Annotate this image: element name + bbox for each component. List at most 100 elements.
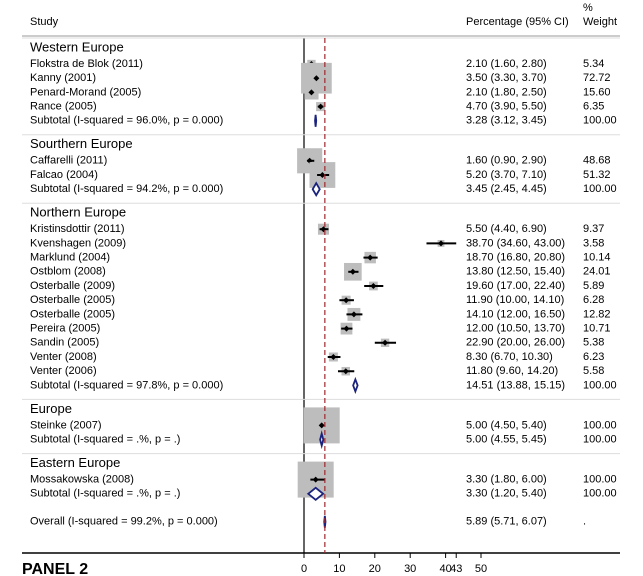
ci-label: 3.30 (1.20, 5.40): [466, 488, 547, 500]
header-weight-top: %: [583, 2, 593, 14]
row-label: Pereira (2005): [30, 323, 100, 335]
ci-label: 8.30 (6.70, 10.30): [466, 351, 553, 363]
point: [367, 254, 374, 261]
row-label: Subtotal (I-squared = 94.2%, p = 0.000): [30, 183, 223, 195]
group-label: Western Europe: [30, 39, 124, 54]
ci-label: 12.00 (10.50, 13.70): [466, 323, 565, 335]
weight-label: .: [583, 516, 586, 528]
weight-label: 6.35: [583, 101, 604, 113]
row-label: Penard-Morand (2005): [30, 86, 141, 98]
point: [370, 283, 377, 289]
weight-label: 6.23: [583, 351, 604, 363]
group-label: Northern Europe: [30, 205, 126, 220]
weight-label: 5.58: [583, 365, 604, 377]
group-label: Sourthern Europe: [30, 136, 133, 151]
point: [312, 476, 319, 483]
weight-label: 100.00: [583, 379, 617, 391]
ci-label: 18.70 (16.80, 20.80): [466, 252, 565, 264]
ci-label: 2.10 (1.80, 2.50): [466, 86, 547, 98]
row-label: Overall (I-squared = 99.2%, p = 0.000): [30, 516, 218, 528]
point: [313, 75, 320, 82]
weight-label: 100.00: [583, 183, 617, 195]
weight-label: 72.72: [583, 72, 611, 84]
diamond: [352, 376, 359, 394]
ci-label: 2.10 (1.60, 2.80): [466, 58, 547, 70]
point: [319, 172, 326, 178]
point: [343, 297, 350, 304]
row-label: Mossakowska (2008): [30, 474, 134, 486]
weight-label: 24.01: [583, 266, 611, 278]
point: [437, 240, 444, 247]
weight-label: 9.37: [583, 223, 604, 235]
row-label: Rance (2005): [30, 101, 97, 113]
row-label: Kvenshagen (2009): [30, 237, 126, 249]
row-label: Ostblom (2008): [30, 266, 106, 278]
ci-label: 11.80 (9.60, 14.20): [466, 365, 558, 377]
weight-label: 10.14: [583, 252, 611, 264]
point: [330, 354, 337, 360]
ci-label: 3.28 (3.12, 3.45): [466, 115, 547, 127]
ci-label: 14.10 (12.00, 16.50): [466, 308, 565, 320]
weight-label: 100.00: [583, 488, 617, 500]
ci-label: 11.90 (10.00, 14.10): [466, 294, 564, 306]
ci-label: 38.70 (34.60, 43.00): [466, 237, 565, 249]
row-label: Subtotal (I-squared = .%, p = .): [30, 488, 180, 500]
row-label: Steinke (2007): [30, 419, 102, 431]
weight-label: 5.34: [583, 58, 604, 70]
weight-label: 5.89: [583, 280, 604, 292]
header-ci: Percentage (95% CI): [466, 16, 569, 28]
ci-label: 5.50 (4.40, 6.90): [466, 223, 547, 235]
ci-label: 3.45 (2.45, 4.45): [466, 183, 547, 195]
weight-label: 100.00: [583, 434, 617, 446]
header-weight: Weight: [583, 16, 617, 28]
weight-label: 5.38: [583, 337, 604, 349]
weight-label: 100.00: [583, 419, 617, 431]
point: [317, 103, 324, 110]
ci-label: 4.70 (3.90, 5.50): [466, 101, 547, 113]
weight-label: 100.00: [583, 474, 617, 486]
weight-label: 100.00: [583, 115, 617, 127]
group-label: Eastern Europe: [30, 455, 120, 470]
point: [308, 89, 315, 96]
row-label: Venter (2006): [30, 365, 97, 377]
x-tick-label: 10: [333, 563, 345, 575]
point: [382, 339, 389, 346]
row-label: Osterballe (2005): [30, 308, 115, 320]
row-label: Flokstra de Blok (2011): [30, 58, 143, 70]
point: [343, 325, 350, 332]
panel-label: PANEL 2: [22, 561, 88, 576]
ci-label: 14.51 (13.88, 15.15): [466, 379, 565, 391]
x-tick-label: 50: [475, 563, 487, 575]
weight-label: 6.28: [583, 294, 604, 306]
weight-label: 12.82: [583, 308, 611, 320]
row-label: Sandin (2005): [30, 337, 99, 349]
group-label: Europe: [30, 401, 72, 416]
row-label: Subtotal (I-squared = 96.0%, p = 0.000): [30, 115, 223, 127]
diamond: [314, 114, 318, 127]
diamond: [306, 486, 325, 501]
ci-label: 1.60 (0.90, 2.90): [466, 155, 547, 167]
point: [349, 268, 356, 275]
x-tick-label: 20: [369, 563, 381, 575]
row-label: Falcao (2004): [30, 169, 98, 181]
row-label: Venter (2008): [30, 351, 97, 363]
weight-label: 51.32: [583, 169, 611, 181]
row-label: Caffarelli (2011): [30, 155, 107, 167]
point: [350, 311, 357, 318]
x-tick-label: 43: [450, 563, 462, 575]
x-tick-label: 0: [301, 563, 307, 575]
ci-label: 3.30 (1.80, 6.00): [466, 474, 547, 486]
row-label: Subtotal (I-squared = .%, p = .): [30, 434, 180, 446]
weight-label: 15.60: [583, 86, 611, 98]
weight-label: 10.71: [583, 323, 611, 335]
row-label: Kristinsdottir (2011): [30, 223, 125, 235]
row-label: Osterballe (2009): [30, 280, 115, 292]
ci-label: 13.80 (12.50, 15.40): [466, 266, 565, 278]
x-tick-label: 30: [404, 563, 416, 575]
ci-label: 5.00 (4.50, 5.40): [466, 419, 547, 431]
ci-label: 3.50 (3.30, 3.70): [466, 72, 547, 84]
ci-label: 5.20 (3.70, 7.10): [466, 169, 547, 181]
ci-label: 22.90 (20.00, 26.00): [466, 337, 565, 349]
